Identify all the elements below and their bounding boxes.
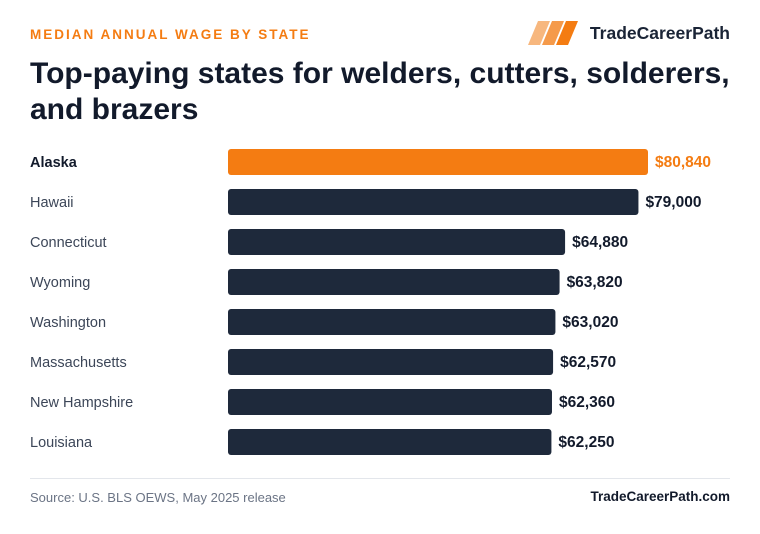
bar [228,229,566,255]
footer-divider [30,478,730,479]
bar [228,269,560,295]
value-label: $80,840 [655,154,711,171]
value-label: $79,000 [645,194,701,211]
category-label: Wyoming [30,275,90,291]
bar [228,149,648,175]
bar-chart: Alaska $80,840 Hawaii $79,000 Connecticut $64… [30,149,711,455]
value-label: $63,020 [562,314,618,331]
chart-title: Top-paying states for welders, cutters, … [30,57,730,126]
bar [228,189,639,215]
category-label: Massachusetts [30,355,127,371]
category-label: Washington [30,315,106,331]
category-label: Hawaii [30,195,74,211]
brand-name: TradeCareerPath [589,22,730,43]
value-label: $63,820 [567,274,623,291]
bar [228,349,554,375]
category-label: New Hampshire [30,395,133,411]
source-note: Source: U.S. BLS OEWS, May 2025 release [30,490,286,505]
bar [228,429,552,455]
footer-brand: TradeCareerPath.com [590,489,730,504]
value-label: $62,250 [558,434,614,451]
brand-header: TradeCareerPath [527,20,730,46]
value-label: $64,880 [572,234,628,251]
bar [228,389,552,415]
category-label: Alaska [30,155,78,171]
bar [228,309,556,335]
category-label: Louisiana [30,435,93,451]
chart-eyebrow: MEDIAN ANNUAL WAGE BY STATE [30,27,311,42]
category-label: Connecticut [30,235,107,251]
value-label: $62,360 [559,394,615,411]
stripes-logo-icon [527,21,578,45]
value-label: $62,570 [560,354,616,371]
